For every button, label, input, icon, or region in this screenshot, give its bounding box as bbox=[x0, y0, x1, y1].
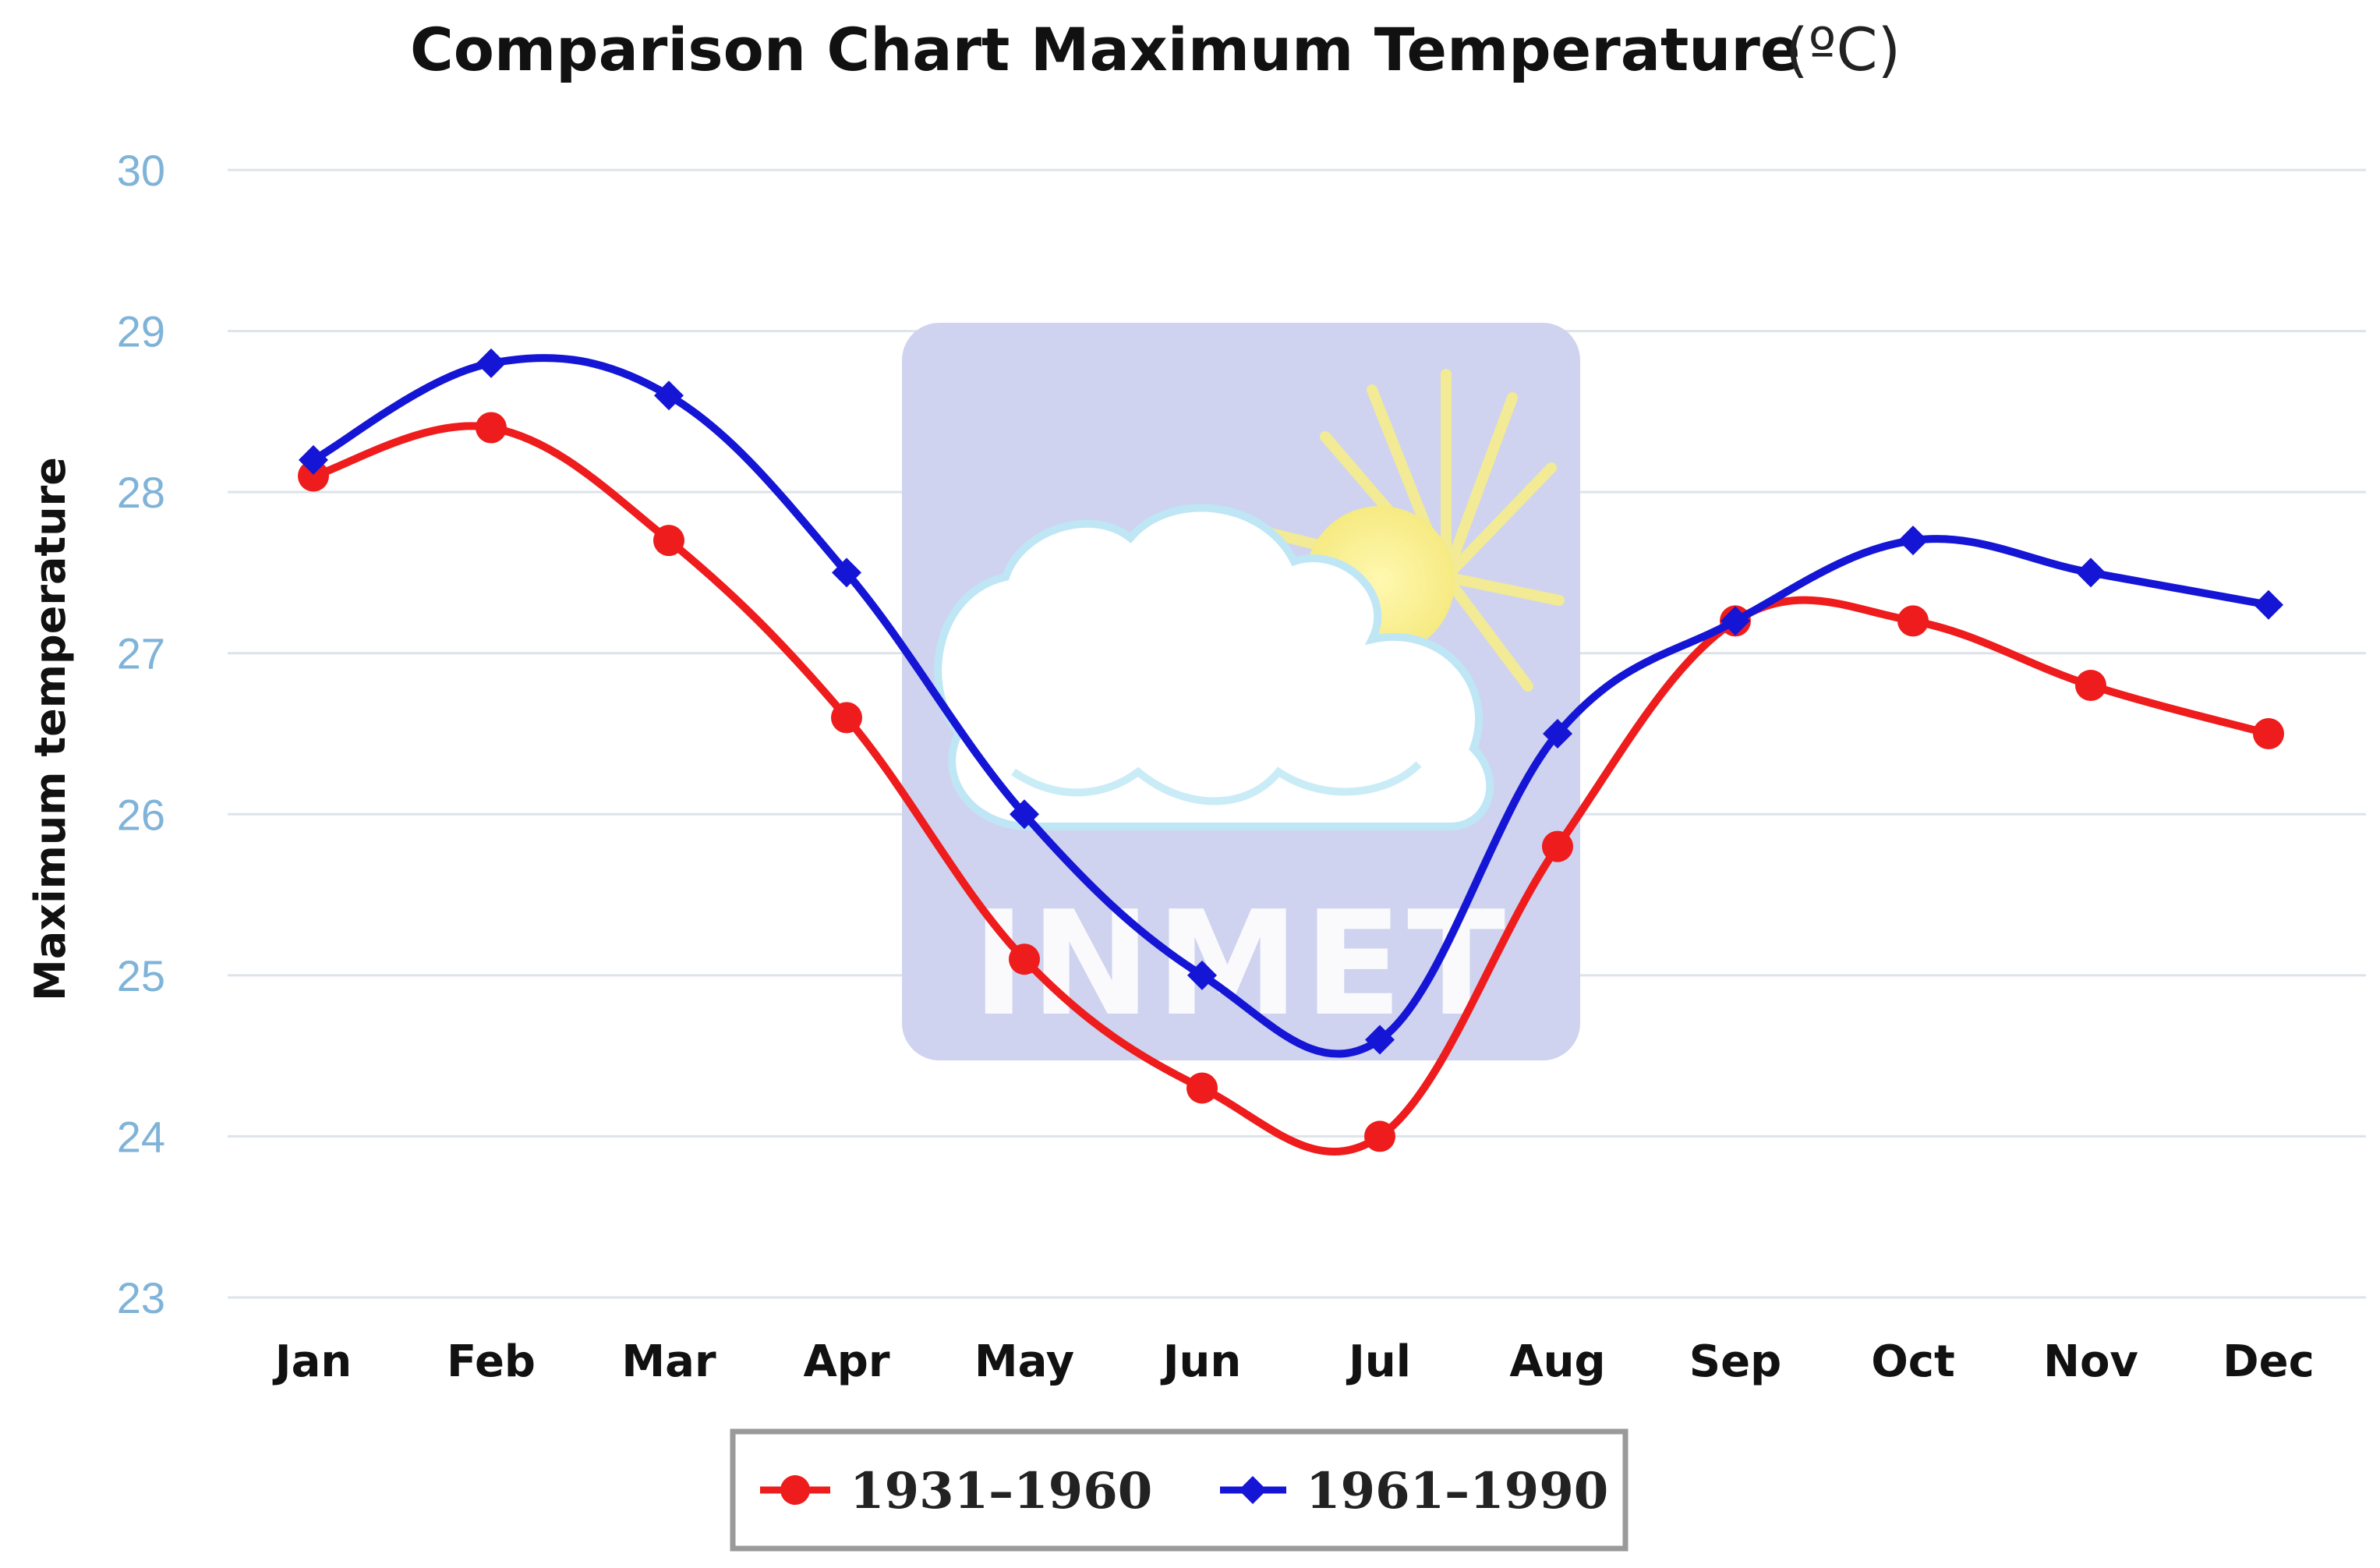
legend-item-1931-1960: 1931–1960 bbox=[760, 1462, 1152, 1520]
y-axis-ticks: 23 24 25 26 27 28 29 30 bbox=[117, 146, 165, 1322]
data-point bbox=[298, 460, 329, 492]
x-tick-label: Jul bbox=[1346, 1336, 1411, 1387]
y-axis-label: Maximum temperature bbox=[26, 457, 75, 1001]
y-tick-label: 28 bbox=[117, 468, 165, 517]
data-point bbox=[2253, 718, 2284, 749]
cloud-icon bbox=[934, 504, 1494, 830]
x-tick-label: Aug bbox=[1509, 1336, 1605, 1387]
legend-marker-circle bbox=[780, 1475, 810, 1505]
data-point bbox=[299, 444, 328, 475]
x-tick-label: Mar bbox=[621, 1336, 716, 1387]
data-point bbox=[1009, 943, 1040, 975]
data-point bbox=[653, 525, 684, 557]
data-point bbox=[2076, 557, 2106, 588]
y-tick-label: 29 bbox=[117, 307, 165, 356]
x-tick-label: Jan bbox=[272, 1336, 352, 1387]
x-tick-label: Dec bbox=[2223, 1336, 2315, 1387]
data-point bbox=[1720, 606, 1750, 636]
legend: 1931–1960 1961–1990 bbox=[730, 1428, 1629, 1552]
legend-marker-diamond bbox=[1239, 1476, 1267, 1504]
series-1931-1960 bbox=[298, 412, 2284, 1156]
legend-label: 1931–1960 bbox=[850, 1462, 1152, 1520]
series-1961-1990 bbox=[299, 348, 2283, 1058]
data-point bbox=[1897, 605, 1929, 637]
data-point bbox=[2254, 589, 2283, 620]
data-point bbox=[1186, 1072, 1218, 1104]
x-tick-label: Sep bbox=[1689, 1336, 1781, 1387]
legend-box bbox=[730, 1428, 1629, 1552]
legend-label: 1961–1990 bbox=[1306, 1462, 1608, 1520]
chart-title-text: Comparison Chart Maximum Temperature bbox=[410, 15, 1800, 84]
y-tick-label: 26 bbox=[117, 790, 165, 839]
x-tick-label: Apr bbox=[803, 1336, 889, 1387]
data-point bbox=[1543, 719, 1572, 749]
legend-item-1961-1990: 1961–1990 bbox=[1220, 1462, 1608, 1520]
data-point bbox=[1364, 1120, 1395, 1152]
sun-icon bbox=[1254, 369, 1565, 692]
inmet-watermark-logo: INMET bbox=[902, 323, 1580, 1060]
data-point bbox=[1010, 799, 1039, 830]
y-tick-label: 23 bbox=[117, 1273, 165, 1322]
data-series bbox=[298, 348, 2284, 1156]
data-point bbox=[2075, 670, 2106, 702]
chart-title: Comparison Chart Maximum Temperature (ºC… bbox=[410, 15, 1901, 84]
x-axis-ticks: Jan Feb Mar Apr May Jun Jul Aug Sep Oct Nov Dec bbox=[272, 1336, 2315, 1387]
data-point bbox=[1898, 526, 1928, 556]
x-tick-label: May bbox=[974, 1336, 1074, 1387]
data-point bbox=[1187, 960, 1217, 990]
data-point bbox=[654, 380, 684, 411]
chart-title-unit: (ºC) bbox=[1785, 15, 1901, 84]
y-tick-label: 24 bbox=[117, 1112, 165, 1161]
x-tick-label: Nov bbox=[2043, 1336, 2138, 1387]
x-tick-label: Oct bbox=[1871, 1336, 1955, 1387]
data-point bbox=[476, 348, 506, 378]
y-tick-label: 27 bbox=[117, 629, 165, 678]
watermark-text: INMET bbox=[972, 880, 1510, 1048]
data-point bbox=[832, 557, 861, 588]
x-tick-label: Jun bbox=[1160, 1336, 1242, 1387]
data-point bbox=[831, 702, 862, 734]
y-tick-label: 30 bbox=[117, 146, 165, 195]
y-tick-label: 25 bbox=[117, 951, 165, 1000]
x-tick-label: Feb bbox=[447, 1336, 536, 1387]
data-point bbox=[1542, 830, 1573, 862]
data-point bbox=[476, 412, 507, 444]
data-point bbox=[1365, 1025, 1395, 1055]
